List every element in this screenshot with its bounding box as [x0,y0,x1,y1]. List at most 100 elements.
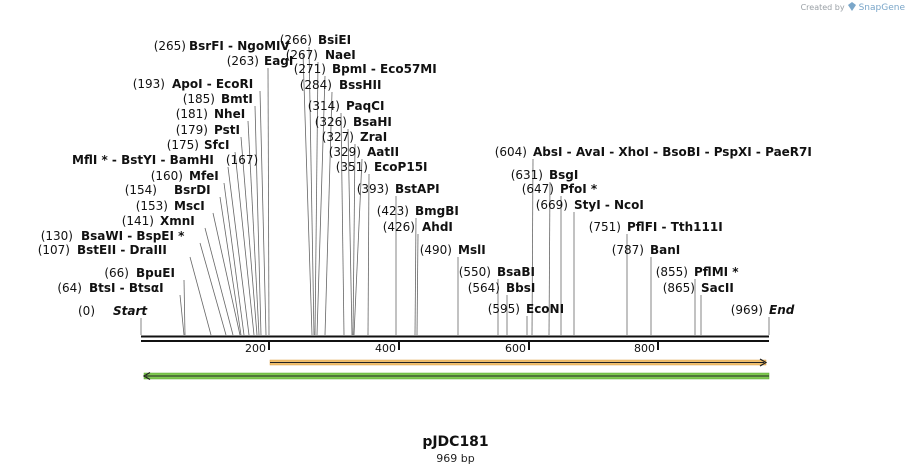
site-name-bani[interactable]: BanI [650,243,680,257]
site-position-msli: (490) [420,243,452,257]
leader-line-bsgi [548,181,551,336]
site-name-apoi[interactable]: ApoI - EcoRI [172,77,253,91]
site-name-sacii[interactable]: SacII [701,281,734,295]
site-name-bsrfi[interactable]: BsrFI - NgoMIV [189,39,290,53]
forward-feature-arrow[interactable] [269,358,768,367]
site-name-btsi[interactable]: BtsI - BtsαI [89,281,164,295]
site-name-absi[interactable]: AbsI - AvaI - XhoI - BsoBI - PspXI - Pae… [533,145,812,159]
site-name-eagi[interactable]: EagI [264,54,293,68]
site-position-absi: (604) [495,145,527,159]
site-name-mfli[interactable]: MflI * - BstYI - BamHI [72,153,214,167]
site-position-sfci: (175) [167,138,199,152]
site-position-bani: (787) [612,243,644,257]
site-name-aatii[interactable]: AatII [367,145,399,159]
leader-line-apoi [259,90,267,336]
site-name-nhei[interactable]: NheI [214,107,245,121]
leader-line-bsrdi [219,196,242,336]
site-name-styi[interactable]: StyI - NcoI [574,198,644,212]
site-position-bmgbi: (423) [377,204,409,218]
site-name-zrai[interactable]: ZraI [360,130,387,144]
leader-line-sfci [234,151,255,336]
site-position-bpmi: (271) [294,62,326,76]
site-position-btsi: (64) [57,281,82,295]
site-position-mfli: (167) [226,153,258,167]
leader-line-aatii [353,158,363,336]
site-name-ahdi[interactable]: AhdI [422,220,453,234]
leader-line-absi [531,158,534,336]
site-name-bsiei[interactable]: BsiEI [318,33,351,47]
leader-line-bsawi [199,242,227,336]
site-name-xmni[interactable]: XmnI [160,214,195,228]
sequence-backbone [141,335,769,342]
site-position-mfei: (160) [151,169,183,183]
leader-line-msci [212,212,241,336]
site-position-bsabi: (550) [459,265,491,279]
site-position-ecop15i: (351) [336,160,368,174]
site-position-bsiei: (266) [280,33,312,47]
site-name-bsteii[interactable]: BstEII - DraIII [77,243,167,257]
site-name-sfci[interactable]: SfcI [204,138,229,152]
tick-label-200: 200 [245,342,266,355]
leader-line-psti [240,136,258,336]
site-name-start[interactable]: Start [113,304,148,318]
site-name-pflfi[interactable]: PflFI - Tth111I [627,220,723,234]
site-name-pflmi[interactable]: PflMI * [694,265,739,279]
leader-line-mfei [223,182,245,336]
site-name-bsabi[interactable]: BsaBI [497,265,535,279]
leader-line-zrai [352,143,356,336]
site-name-msli[interactable]: MslI [458,243,486,257]
site-position-sacii: (865) [663,281,695,295]
leader-line-bpuei [183,279,186,336]
leader-line-btsi [179,294,185,336]
site-name-bsshii[interactable]: BssHII [339,78,381,92]
site-position-styi: (669) [536,198,568,212]
tick-label-800: 800 [634,342,655,355]
site-name-psti[interactable]: PstI [214,123,240,137]
site-name-msci[interactable]: MscI [174,199,205,213]
site-position-econi: (595) [488,302,520,316]
site-name-bsgi[interactable]: BsgI [549,168,578,182]
site-name-naei[interactable]: NaeI [325,48,356,62]
leader-line-ahdi [416,233,419,336]
site-labels: (0) Start (64) BtsI - BtsαI(66) BpuEI (107) Bs… [38,33,812,318]
site-position-psti: (179) [176,123,208,137]
site-name-bmti[interactable]: BmtI [221,92,253,106]
site-position-bsawi: (130) [41,229,73,243]
site-position-pfoi: (647) [522,182,554,196]
site-name-paqci[interactable]: PaqCI [346,99,384,113]
site-position-bmti: (185) [183,92,215,106]
leader-line-eagi [267,67,270,336]
site-position-ahdi: (426) [383,220,415,234]
leader-line-nhei [247,120,260,336]
reverse-feature-arrow[interactable] [142,371,770,381]
site-name-econi[interactable]: EcoNI [526,302,564,316]
site-name-bsahi[interactable]: BsaHI [353,115,392,129]
site-position-msci: (153) [136,199,168,213]
leader-line-bpmi [316,75,326,336]
site-position-pflfi: (751) [589,220,621,234]
leader-line-mfli [227,166,250,336]
site-name-bpuei[interactable]: BpuEI [136,266,175,280]
site-name-mfei[interactable]: MfeI [189,169,219,183]
site-name-bsawi[interactable]: BsaWI - BspEI * [81,229,185,243]
site-position-pflmi: (855) [656,265,688,279]
leader-line-bsiei [308,46,315,336]
site-name-bstapi[interactable]: BstAPI [395,182,440,196]
site-position-nhei: (181) [176,107,208,121]
site-name-bmgbi[interactable]: BmgBI [415,204,459,218]
site-name-bsrdi[interactable]: BsrDI [174,183,211,197]
leader-line-bsteii [189,256,212,336]
leader-line-bmti [254,105,262,336]
site-name-bpmi[interactable]: BpmI - Eco57MI [332,62,437,76]
site-name-bbsi[interactable]: BbsI [506,281,535,295]
site-position-bsrfi: (265) [154,39,186,53]
site-position-naei: (267) [286,48,318,62]
site-position-bsshii: (284) [300,78,332,92]
site-position-aatii: (329) [329,145,361,159]
site-name-end[interactable]: End [769,303,795,317]
site-position-bstapi: (393) [357,182,389,196]
site-name-ecop15i[interactable]: EcoP15I [374,160,428,174]
site-name-pfoi[interactable]: PfoI * [560,182,598,196]
site-position-start: (0) [78,304,95,318]
